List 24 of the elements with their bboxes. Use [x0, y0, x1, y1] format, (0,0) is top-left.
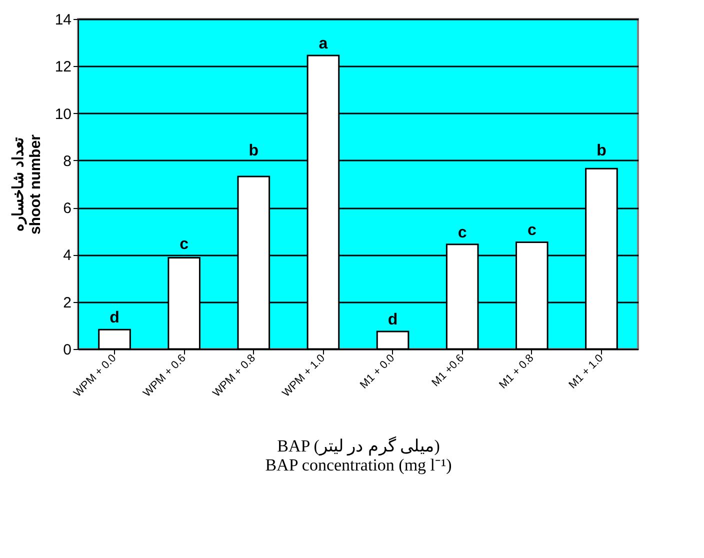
y-tick-label: 14 [54, 12, 72, 28]
text: shoot number [26, 134, 44, 234]
data-label: d [110, 310, 120, 327]
y-tick-label: 2 [63, 294, 72, 312]
data-label: a [318, 36, 328, 53]
y-tick-label: 4 [63, 247, 72, 264]
y-tick-label: 10 [54, 106, 72, 123]
data-label: d [388, 312, 398, 329]
data-label: c [180, 236, 189, 253]
data-label: b [596, 142, 607, 160]
data-label: b [248, 142, 259, 160]
text: BAP concentration (mg l⁻¹) [265, 456, 452, 475]
x-tick-label: M1 + 1.0 [566, 352, 606, 392]
y-tick-label: 6 [63, 200, 72, 218]
data-label: c [527, 222, 536, 240]
text: تعداد شاخساره [10, 137, 27, 232]
y-tick-label: 12 [54, 58, 72, 76]
text: BAP (میلی گرم در لیتر) [277, 436, 440, 456]
x-tick-label: M1 + 0.0 [358, 352, 398, 392]
x-tick-label: M1 + 0.8 [497, 352, 536, 392]
x-tick-label: M1 +0.6 [430, 352, 467, 390]
y-tick-label: 0 [63, 342, 72, 358]
y-tick-label: 8 [63, 152, 72, 170]
data-label: c [458, 224, 467, 242]
